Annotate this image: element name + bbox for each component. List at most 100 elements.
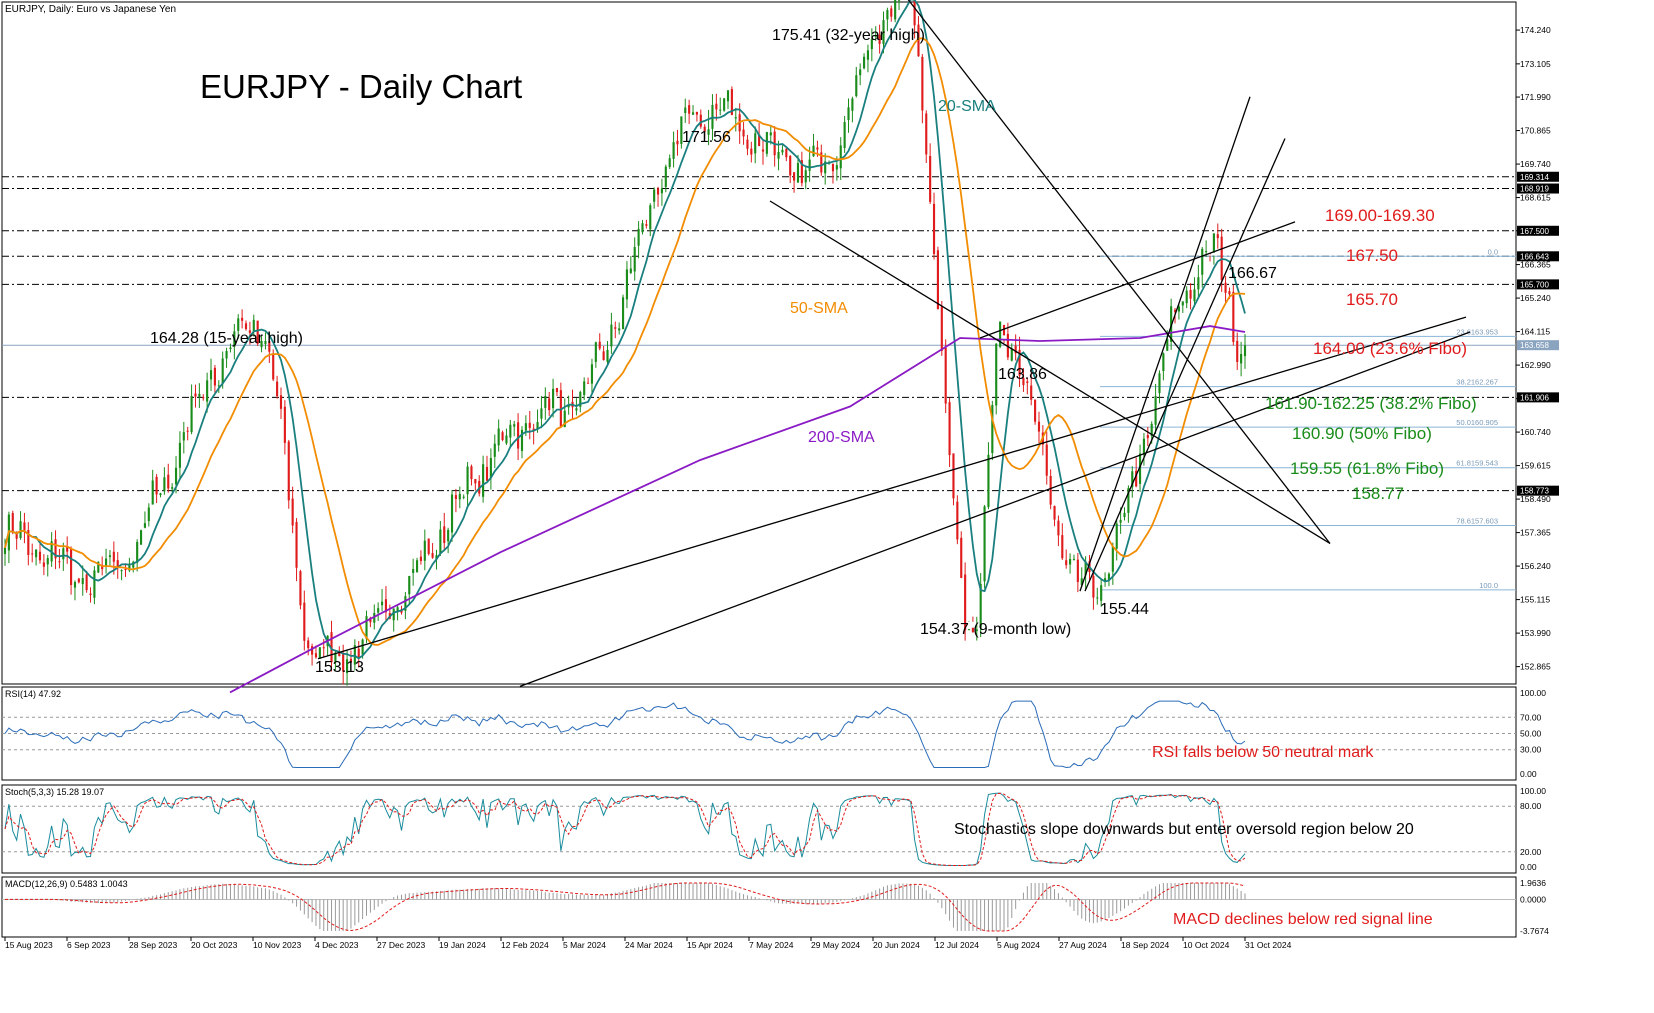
- candle-body: [256, 320, 259, 344]
- candle-body: [38, 551, 42, 561]
- candle-body: [594, 342, 597, 362]
- price-tick-label: 173.105: [1520, 59, 1551, 69]
- candle-body: [932, 203, 936, 254]
- candle-body: [27, 530, 30, 555]
- candle-body: [408, 576, 411, 595]
- candle-body: [272, 353, 275, 380]
- annotation-label: 154.37 (9-month low): [920, 621, 1071, 638]
- candle-body: [248, 330, 251, 333]
- candle-body: [800, 160, 803, 184]
- candle-body: [804, 170, 807, 183]
- candle-body: [645, 224, 648, 226]
- candle-body: [742, 129, 745, 137]
- candle-body: [155, 476, 158, 495]
- candle-body: [380, 601, 384, 606]
- candle-body: [789, 156, 792, 176]
- sma-20-line: [4, 0, 1246, 660]
- candle-body: [1010, 348, 1013, 361]
- date-tick-label: 5 Aug 2024: [997, 940, 1040, 950]
- candle-body: [174, 467, 178, 485]
- candle-body: [198, 393, 201, 397]
- candle-body: [1096, 597, 1099, 599]
- candle-body: [583, 381, 586, 396]
- candle-body: [672, 142, 675, 159]
- annotation-label: 158.77: [1352, 484, 1404, 503]
- candle-body: [855, 75, 858, 97]
- stoch-k-line: [4, 792, 1246, 866]
- candle-body: [940, 306, 943, 351]
- candle-body: [392, 608, 395, 621]
- candle-body: [567, 404, 570, 408]
- price-tick-label: 156.240: [1520, 561, 1551, 571]
- candle-body: [77, 578, 80, 583]
- candle-body: [151, 480, 154, 505]
- candle-body: [1142, 438, 1146, 455]
- candle-body: [656, 188, 660, 195]
- candle-body: [1166, 339, 1169, 351]
- candle-body: [886, 10, 889, 20]
- date-tick-label: 20 Oct 2023: [191, 940, 238, 950]
- candle-body: [136, 541, 139, 563]
- candle-body: [894, 0, 897, 20]
- candle-body: [509, 424, 512, 438]
- macd-signal-line: [5, 882, 1246, 932]
- stoch-d-line: [4, 792, 1246, 866]
- candle-body: [474, 479, 477, 484]
- annotation-label: 166.67: [1228, 265, 1277, 282]
- rsi-tick-label: 30.00: [1520, 745, 1542, 755]
- candle-body: [369, 617, 372, 623]
- candle-body: [237, 318, 240, 331]
- candle-body: [70, 548, 73, 586]
- price-marker-label: 161.906: [1520, 393, 1549, 402]
- candle-body: [1111, 546, 1114, 572]
- candle-body: [384, 599, 388, 613]
- candle-body: [862, 56, 866, 69]
- price-marker-box: [1517, 392, 1559, 403]
- date-tick-label: 12 Feb 2024: [501, 940, 549, 950]
- candle-body: [1030, 385, 1033, 400]
- fib-label: 78.6157.603: [1456, 517, 1498, 526]
- candle-body: [625, 269, 629, 300]
- candle-body: [159, 493, 162, 496]
- price-marker-label: 168.919: [1520, 185, 1549, 194]
- candle-body: [1080, 578, 1083, 585]
- candle-body: [15, 531, 18, 539]
- candle-body: [104, 558, 108, 567]
- candle-body: [1037, 421, 1041, 432]
- candle-body: [221, 358, 224, 384]
- candle-body: [793, 172, 796, 181]
- candle-body: [307, 640, 310, 649]
- annotation-label: 167.50: [1346, 246, 1398, 265]
- candle-body: [629, 268, 632, 273]
- price-tick-label: 171.990: [1520, 92, 1551, 102]
- candle-body: [73, 582, 77, 588]
- date-tick-label: 7 May 2024: [749, 940, 794, 950]
- candle-body: [660, 188, 663, 194]
- candle-body: [396, 607, 399, 612]
- candle-body: [1022, 377, 1025, 386]
- candle-body: [618, 328, 621, 331]
- stoch-tick-label: 20.00: [1520, 847, 1542, 857]
- date-tick-label: 27 Dec 2023: [377, 940, 425, 950]
- candle-body: [1103, 578, 1107, 582]
- price-tick-label: 159.615: [1520, 461, 1551, 471]
- candle-body: [882, 20, 885, 44]
- candle-body: [66, 546, 69, 552]
- candle-body: [956, 501, 959, 540]
- candle-body: [264, 340, 267, 345]
- price-marker-box: [1517, 251, 1559, 262]
- candle-body: [412, 568, 415, 573]
- date-tick-label: 15 Aug 2023: [5, 940, 53, 950]
- price-tick-label: 164.115: [1520, 327, 1550, 337]
- candle-body: [435, 555, 438, 560]
- stoch-tick-label: 0.00: [1520, 862, 1537, 872]
- candle-body: [1205, 251, 1208, 253]
- candle-body: [991, 405, 994, 454]
- candle-body: [1212, 233, 1215, 253]
- candle-body: [796, 163, 800, 183]
- candle-body: [913, 0, 916, 26]
- date-tick-label: 31 Oct 2024: [1245, 940, 1292, 950]
- candle-body: [85, 574, 88, 591]
- candle-body: [283, 406, 286, 443]
- candle-body: [536, 422, 539, 430]
